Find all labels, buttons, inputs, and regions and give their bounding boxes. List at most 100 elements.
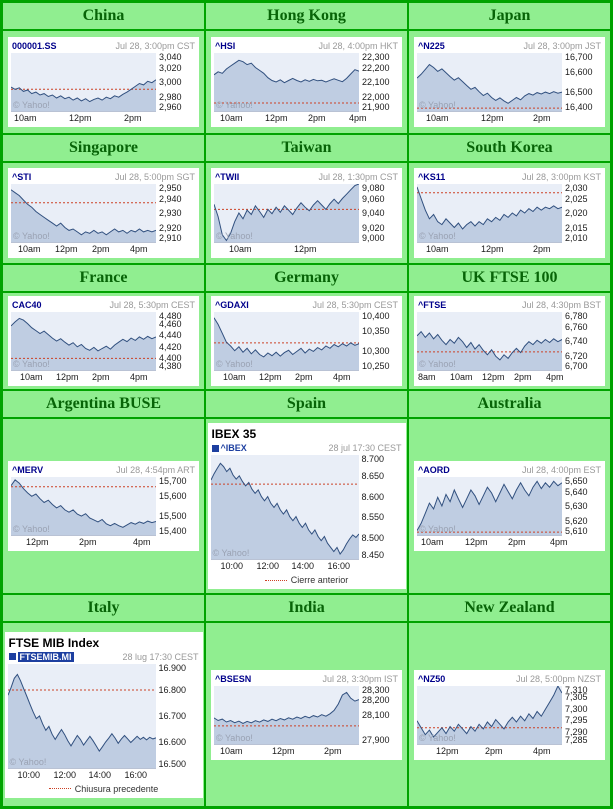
y-tick-label: 10,250	[362, 361, 390, 371]
chart-australia[interactable]: ^AORD Jul 28, 4:00pm EST © Yahoo! 5,650 5,64…	[414, 461, 605, 551]
x-tick-label: 10am	[18, 244, 41, 254]
chart-cell-south-korea: ^KS11 Jul 28, 3:00pm KST © Yahoo! 2,030 2,02…	[408, 162, 611, 264]
y-tick-label: 28,300	[362, 684, 390, 695]
header-india: India	[205, 594, 408, 622]
chart-taiwan[interactable]: ^TWII Jul 28, 1:30pm CST © Yahoo! 9,080 9,06…	[211, 168, 402, 258]
chart-plot-area: © Yahoo!	[11, 184, 156, 243]
chart-legend: FTSEMIB.MI 28 lug 17:30 CEST	[8, 651, 200, 664]
chart-plot-row: © Yahoo! 3,040 3,020 3,000 2,980 2,960	[11, 52, 196, 112]
chart-plot-row: © Yahoo! 10,400 10,350 10,300 10,250	[214, 311, 399, 371]
y-tick-label: 22,100	[362, 77, 390, 87]
y-tick-label: 2,010	[565, 233, 588, 243]
chart-argentina-buse[interactable]: ^MERV Jul 28, 4:54pm ART © Yahoo! 15,700 15,…	[8, 461, 199, 551]
chart-timestamp: Jul 28, 3:00pm KST	[521, 172, 601, 182]
y-tick-label: 6,720	[565, 350, 588, 361]
chart-title: FTSE MIB Index	[8, 635, 100, 650]
x-tick-label: 4pm	[130, 372, 148, 382]
chart-hong-kong[interactable]: ^HSI Jul 28, 4:00pm HKT © Yahoo! 22,300 22,2…	[211, 37, 402, 127]
y-tick-label: 16,500	[565, 86, 593, 97]
y-tick-label: 2,960	[159, 102, 182, 112]
yahoo-watermark: © Yahoo!	[13, 231, 50, 241]
chart-head: ^NZ50 Jul 28, 5:00pm NZST	[417, 673, 602, 686]
yahoo-watermark: © Yahoo!	[212, 548, 250, 558]
chart-singapore[interactable]: ^STI Jul 28, 5:00pm SGT © Yahoo! 2,950 2,940…	[8, 168, 199, 258]
x-axis-labels: 12pm 2pm 4pm	[11, 536, 156, 548]
chart-spain[interactable]: IBEX 35 ^IBEX 28 jul 17:30 CEST © Yahoo! 8.7…	[207, 423, 406, 589]
chart-plot-area: © Yahoo!	[417, 477, 562, 536]
chart-title: IBEX 35	[211, 427, 257, 441]
x-tick-label: 14:00	[88, 769, 112, 780]
y-axis-labels: 8.700 8.650 8.600 8.550 8.500 8.450	[359, 454, 403, 560]
chart-cell-japan: ^N225 Jul 28, 3:00pm JST © Yahoo! 16,700 16,…	[408, 30, 611, 134]
x-tick-label: 4pm	[533, 745, 551, 756]
chart-plot-row: © Yahoo! 4,480 4,460 4,440 4,420 4,400 4,380	[11, 311, 196, 371]
chart-timestamp: Jul 28, 4:54pm ART	[116, 465, 195, 475]
yahoo-watermark: © Yahoo!	[419, 359, 456, 369]
y-tick-label: 2,920	[159, 222, 182, 233]
y-axis-labels: 2,950 2,940 2,930 2,920 2,910	[156, 183, 196, 243]
chart-germany[interactable]: ^GDAXI Jul 28, 5:30pm CEST © Yahoo! 10,400 1…	[211, 296, 402, 386]
chart-japan[interactable]: ^N225 Jul 28, 3:00pm JST © Yahoo! 16,700 16,…	[414, 37, 605, 127]
x-tick-label: 10am	[220, 113, 243, 123]
x-tick-label: 12pm	[481, 244, 504, 254]
chart-cell-taiwan: ^TWII Jul 28, 1:30pm CST © Yahoo! 9,080 9,06…	[205, 162, 408, 264]
x-tick-label: 12pm	[265, 113, 288, 123]
chart-plot-row: © Yahoo! 9,080 9,060 9,040 9,020 9,000	[214, 183, 399, 243]
chart-plot-row: © Yahoo! 16,700 16,600 16,500 16,400	[417, 52, 602, 112]
y-tick-label: 10,350	[362, 326, 390, 337]
legend-symbol-label: FTSEMIB.MI	[17, 651, 74, 662]
y-axis-labels: 2,030 2,025 2,020 2,015 2,010	[562, 183, 602, 243]
y-tick-label: 6,760	[565, 321, 588, 332]
y-tick-label: 28,100	[362, 709, 390, 720]
x-tick-label: 2pm	[485, 745, 503, 756]
y-tick-label: 16,600	[565, 67, 593, 78]
x-tick-label: 2pm	[124, 113, 142, 123]
y-tick-label: 16.700	[158, 710, 187, 721]
y-axis-labels: 22,300 22,200 22,100 22,000 21,900	[359, 52, 399, 112]
chart-new-zealand[interactable]: ^NZ50 Jul 28, 5:00pm NZST © Yahoo! 7,310 7,3…	[414, 669, 605, 760]
chart-china[interactable]: 000001.SS Jul 28, 3:00pm CST © Yahoo! 3,040…	[8, 37, 199, 127]
prev-close-legend: Chiusura precedente	[8, 781, 200, 795]
x-tick-label: 10am	[223, 372, 246, 382]
x-tick-label: 4pm	[333, 372, 351, 382]
y-tick-label: 2,930	[159, 208, 182, 218]
y-tick-label: 4,380	[159, 361, 182, 371]
x-axis-labels: 10am 12pm 2pm 4pm	[11, 371, 156, 383]
x-tick-label: 4pm	[349, 113, 367, 123]
chart-france[interactable]: CAC40 Jul 28, 5:30pm CEST © Yahoo! 4,480 4,4…	[8, 296, 199, 386]
chart-symbol: ^TWII	[215, 172, 240, 182]
chart-plot-row: © Yahoo! 28,300 28,200 28,100 27,900	[214, 684, 399, 745]
chart-timestamp: Jul 28, 5:00pm SGT	[114, 172, 195, 182]
yahoo-watermark: © Yahoo!	[419, 732, 456, 743]
chart-cell-hong-kong: ^HSI Jul 28, 4:00pm HKT © Yahoo! 22,300 22,2…	[205, 30, 408, 134]
x-tick-label: 2pm	[92, 244, 110, 254]
y-tick-label: 15,400	[159, 526, 187, 536]
x-tick-label: 10am	[229, 244, 252, 254]
x-axis-labels: 10:00 12:00 14:00 16:00	[211, 560, 359, 572]
legend-series: FTSEMIB.MI	[8, 651, 74, 662]
chart-italy[interactable]: FTSE MIB Index FTSEMIB.MI 28 lug 17:30 CES…	[4, 631, 203, 798]
y-axis-labels: 5,650 5,640 5,630 5,620 5,610	[562, 476, 602, 536]
x-axis-labels: 12pm 2pm 4pm	[417, 745, 562, 757]
y-tick-label: 8.450	[361, 550, 385, 560]
chart-south-korea[interactable]: ^KS11 Jul 28, 3:00pm KST © Yahoo! 2,030 2,02…	[414, 168, 605, 258]
y-tick-label: 4,400	[159, 353, 182, 364]
yahoo-watermark: © Yahoo!	[13, 359, 50, 369]
header-new-zealand: New Zealand	[408, 594, 611, 622]
chart-timestamp: Jul 28, 3:00pm JST	[523, 41, 601, 51]
header-japan: Japan	[408, 2, 611, 30]
chart-timestamp: Jul 28, 3:30pm IST	[322, 673, 398, 684]
y-tick-label: 9,040	[362, 208, 385, 218]
x-axis-labels: 10am 12pm	[214, 243, 359, 255]
legend-symbol-label: ^IBEX	[220, 443, 247, 453]
chart-uk-ftse-100[interactable]: ^FTSE Jul 28, 4:30pm BST © Yahoo! 6,780 6,76…	[414, 296, 605, 386]
x-tick-label: 12:00	[256, 561, 280, 571]
y-tick-label: 7,295	[565, 715, 588, 726]
y-tick-label: 3,000	[159, 77, 182, 87]
x-axis-labels: 10:00 12:00 14:00 16:00	[8, 769, 156, 781]
chart-plot-area: © Yahoo!	[214, 312, 359, 371]
yahoo-watermark: © Yahoo!	[216, 100, 253, 110]
yahoo-watermark: © Yahoo!	[216, 359, 253, 369]
chart-india[interactable]: ^BSESN Jul 28, 3:30pm IST © Yahoo! 28,300 28…	[211, 669, 402, 760]
y-tick-label: 7,290	[565, 726, 588, 737]
